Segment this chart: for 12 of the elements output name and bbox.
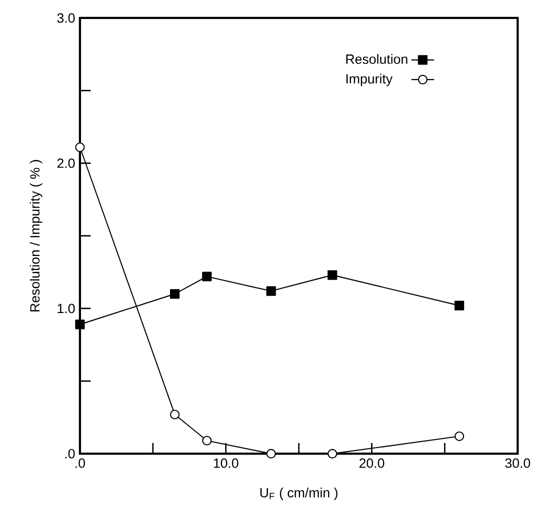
legend-label: Resolution [346,54,408,64]
x-axis-title: U$_{F}$ ( cm/min ) [260,488,338,500]
y-tick-label: 1.0 [58,304,75,314]
y-tick-label: .0 [65,448,75,458]
x-tick-label: .0 [76,458,85,468]
x-tick-label: 30.0 [505,458,530,468]
y-tick-label: 2.0 [57,158,75,168]
legend-label: Impurity [346,74,393,86]
x-tick-label: 10.0 [214,458,238,468]
y-tick-label: 3.0 [57,13,75,23]
x-tick-label: 20.0 [359,458,384,468]
y-axis-title: Resolution / Impurity ( % ) [30,160,42,312]
